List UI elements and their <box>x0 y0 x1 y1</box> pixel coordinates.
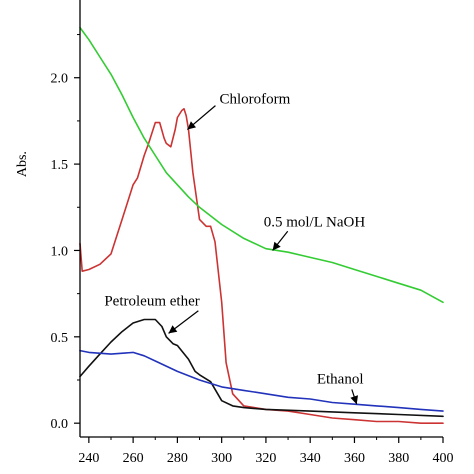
annotation-label-chloroform: Chloroform <box>219 92 290 108</box>
y-tick-label: 0.0 <box>51 417 69 432</box>
x-tick-label: 320 <box>255 451 276 466</box>
x-tick-label: 360 <box>344 451 365 466</box>
series-layer <box>79 26 444 425</box>
annotation-arrowhead-ethanol <box>350 395 358 405</box>
series-line-0-5-mol-l-naoh <box>79 26 444 304</box>
series-line-chloroform <box>79 108 444 425</box>
annotation-arrowhead-petroleum-ether <box>168 325 178 334</box>
series-line-petroleum-ether <box>79 318 444 418</box>
x-tick-label: 280 <box>167 451 188 466</box>
y-tick-label: 1.0 <box>51 244 69 259</box>
y-tick-label: 2.0 <box>51 72 69 87</box>
series-line-ethanol <box>79 349 444 412</box>
y-tick-label: 1.5 <box>51 158 69 173</box>
x-tick-label: 340 <box>300 451 321 466</box>
annotation-label-ethanol: Ethanol <box>317 371 364 387</box>
x-tick-label: 380 <box>388 451 409 466</box>
annotation-label-petroleum-ether: Petroleum ether <box>104 294 199 310</box>
y-tick-label: 0.5 <box>51 331 69 346</box>
y-axis-title: Abs. <box>15 151 30 177</box>
x-tick-label: 400 <box>433 451 454 466</box>
annotation-arrowhead-chloroform <box>187 121 196 130</box>
annotation-arrowhead-0-5-mol-l-naoh <box>272 241 281 251</box>
x-tick-label: 260 <box>123 451 144 466</box>
x-tick-label: 240 <box>78 451 99 466</box>
axes-layer: 240 260 280 300 320 340 360 380 400 0.0 0.5 1.0 1.5 2… <box>15 0 454 466</box>
annotation-label-0-5-mol-l-naoh: 0.5 mol/L NaOH <box>264 214 366 230</box>
annotation-layer: Chloroform 0.5 mol/L NaOH Petroleum ether E… <box>104 92 365 405</box>
x-tick-label: 300 <box>211 451 232 466</box>
